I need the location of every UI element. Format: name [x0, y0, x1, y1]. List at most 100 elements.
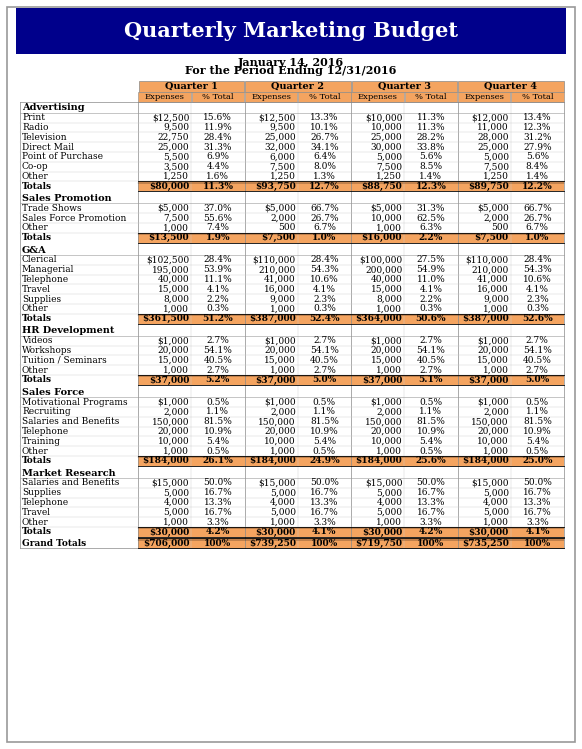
Text: 5,000: 5,000: [269, 508, 296, 517]
Text: Quarterly Marketing Budget: Quarterly Marketing Budget: [124, 21, 458, 41]
Text: 10.9%: 10.9%: [204, 427, 232, 436]
Bar: [511, 92, 564, 102]
Text: 54.1%: 54.1%: [310, 346, 339, 355]
Text: 2.2%: 2.2%: [418, 233, 443, 242]
Text: Direct Mail: Direct Mail: [22, 142, 74, 151]
Text: 5.2%: 5.2%: [205, 375, 230, 384]
Text: Radio: Radio: [22, 123, 48, 132]
Text: $16,000: $16,000: [362, 233, 402, 243]
Text: $184,000: $184,000: [356, 456, 402, 465]
Text: 50.0%: 50.0%: [204, 479, 232, 488]
Text: 30,000: 30,000: [371, 142, 402, 151]
Text: Print: Print: [22, 113, 45, 122]
Text: 6,000: 6,000: [270, 152, 296, 161]
Text: 54.3%: 54.3%: [523, 265, 552, 274]
Text: 8,000: 8,000: [377, 294, 402, 303]
Text: Other: Other: [22, 172, 49, 181]
Text: Travel: Travel: [22, 285, 51, 294]
Text: $37,000: $37,000: [362, 375, 402, 384]
Text: 50.6%: 50.6%: [416, 314, 446, 324]
Text: 2.7%: 2.7%: [313, 366, 336, 374]
Text: Salaries and Benefits: Salaries and Benefits: [22, 417, 119, 426]
Text: Expenses: Expenses: [251, 93, 291, 101]
Text: $184,000: $184,000: [249, 456, 296, 465]
Text: 2,000: 2,000: [483, 213, 509, 222]
Text: 16,000: 16,000: [264, 285, 296, 294]
Text: $1,000: $1,000: [264, 336, 296, 345]
Text: $37,000: $37,000: [469, 375, 509, 384]
Text: 3.3%: 3.3%: [207, 518, 229, 527]
Text: 11.3%: 11.3%: [417, 113, 445, 122]
Text: 11.3%: 11.3%: [203, 182, 233, 191]
Text: % Total: % Total: [202, 93, 234, 101]
Text: Training: Training: [22, 437, 61, 446]
Text: 6.9%: 6.9%: [207, 152, 229, 161]
Text: Supplies: Supplies: [22, 488, 61, 497]
Text: 1.6%: 1.6%: [207, 172, 229, 181]
Text: $15,000: $15,000: [258, 479, 296, 488]
Text: 1,250: 1,250: [164, 172, 189, 181]
Text: 25,000: 25,000: [158, 142, 189, 151]
Text: 12.3%: 12.3%: [416, 182, 446, 191]
Text: 5,000: 5,000: [376, 152, 402, 161]
Text: $739,250: $739,250: [249, 539, 296, 548]
Text: 52.4%: 52.4%: [309, 314, 340, 324]
Text: % Total: % Total: [521, 93, 553, 101]
Text: 31.3%: 31.3%: [204, 142, 232, 151]
Text: 15,000: 15,000: [371, 285, 402, 294]
Text: 1.3%: 1.3%: [313, 172, 336, 181]
Text: 100%: 100%: [311, 539, 338, 548]
Bar: [138, 527, 564, 537]
Text: % Total: % Total: [308, 93, 340, 101]
Text: 4.2%: 4.2%: [205, 527, 230, 536]
Text: January 14, 2016: January 14, 2016: [238, 56, 344, 67]
Text: $12,500: $12,500: [258, 113, 296, 122]
Text: 10,000: 10,000: [264, 437, 296, 446]
Text: 4.4%: 4.4%: [207, 163, 229, 172]
Text: 1,000: 1,000: [164, 446, 189, 455]
Text: Totals: Totals: [22, 233, 52, 242]
Text: 27.9%: 27.9%: [523, 142, 552, 151]
Text: 13.3%: 13.3%: [204, 498, 232, 507]
Text: Supplies: Supplies: [22, 294, 61, 303]
Text: 1,000: 1,000: [164, 304, 189, 313]
Text: 1,000: 1,000: [377, 223, 402, 232]
Text: Managerial: Managerial: [22, 265, 74, 274]
Text: Market Research: Market Research: [22, 469, 116, 478]
Text: Other: Other: [22, 223, 49, 232]
Bar: [138, 456, 564, 466]
Text: 20,000: 20,000: [264, 427, 296, 436]
Text: 2,000: 2,000: [377, 407, 402, 416]
Text: 100%: 100%: [204, 539, 232, 548]
Text: 1.0%: 1.0%: [312, 233, 336, 242]
Text: Grand Totals: Grand Totals: [22, 539, 86, 548]
Text: 0.3%: 0.3%: [420, 304, 442, 313]
Bar: [16, 8, 566, 54]
Text: $80,000: $80,000: [149, 182, 189, 191]
Text: 2,000: 2,000: [270, 213, 296, 222]
Text: 11,000: 11,000: [477, 123, 509, 132]
Text: 54.1%: 54.1%: [417, 346, 445, 355]
Text: Motivational Programs: Motivational Programs: [22, 398, 127, 407]
Text: $719,750: $719,750: [355, 539, 402, 548]
Text: 3.3%: 3.3%: [420, 518, 442, 527]
Text: Salaries and Benefits: Salaries and Benefits: [22, 479, 119, 488]
Text: 5.6%: 5.6%: [419, 152, 442, 161]
Text: 2.7%: 2.7%: [420, 336, 442, 345]
Text: 40,000: 40,000: [371, 275, 402, 284]
Text: 5,000: 5,000: [163, 508, 189, 517]
Text: 54.1%: 54.1%: [523, 346, 552, 355]
Text: 2.7%: 2.7%: [207, 336, 229, 345]
Text: 1.1%: 1.1%: [207, 407, 229, 416]
Text: 4.1%: 4.1%: [313, 285, 336, 294]
Text: 12.7%: 12.7%: [309, 182, 340, 191]
Text: 10.6%: 10.6%: [523, 275, 552, 284]
Text: $387,000: $387,000: [249, 314, 296, 324]
Text: 5,500: 5,500: [163, 152, 189, 161]
Text: 31.2%: 31.2%: [523, 133, 552, 142]
Text: Other: Other: [22, 304, 49, 313]
Text: Trade Shows: Trade Shows: [22, 204, 81, 213]
Text: 50.0%: 50.0%: [310, 479, 339, 488]
Text: Other: Other: [22, 366, 49, 374]
Text: 37.0%: 37.0%: [204, 204, 232, 213]
